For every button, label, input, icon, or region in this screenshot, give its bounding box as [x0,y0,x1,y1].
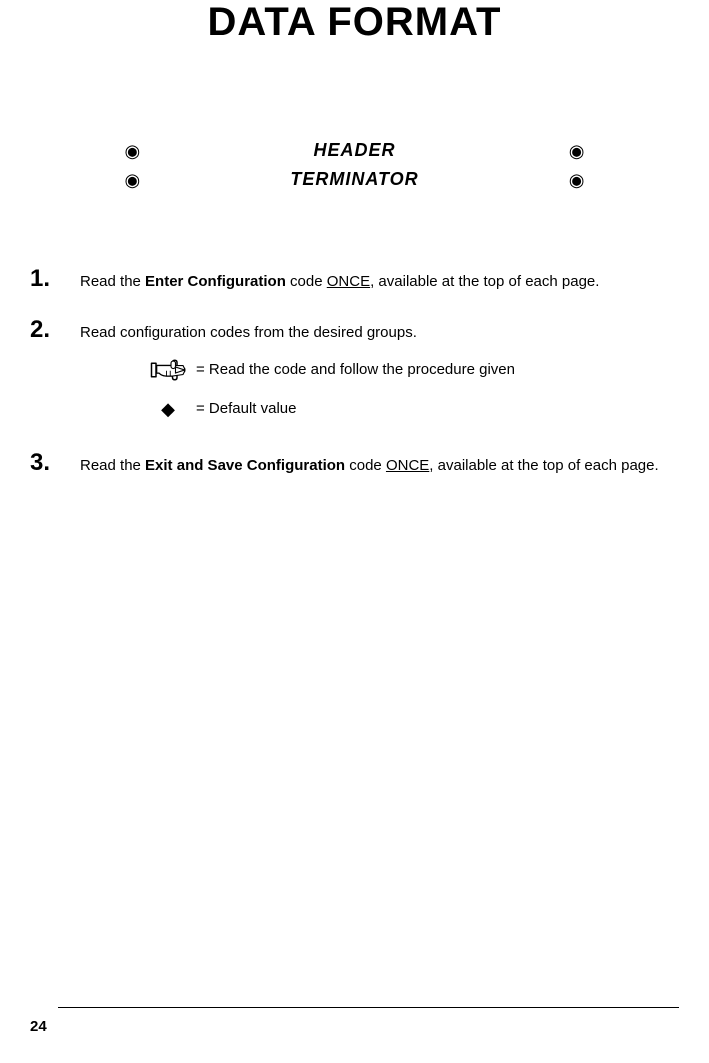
step-body: Read the Enter Configuration code ONCE, … [80,265,679,294]
step-body: Read configuration codes from the desire… [80,316,679,438]
footer-rule [58,1007,679,1008]
step-2: 2. Read configuration codes from the des… [30,316,679,438]
legend: = Read the code and follow the procedure… [140,358,679,423]
page-number: 24 [30,1018,47,1035]
bullet-icon: ◉ [125,171,141,189]
section-label-header: HEADER [140,140,569,161]
step-text: Read the [80,273,145,290]
step-bold: Enter Configuration [145,273,286,290]
step-1: 1. Read the Enter Configuration code ONC… [30,265,679,294]
step-text: code [286,273,327,290]
step-3: 3. Read the Exit and Save Configuration … [30,449,679,478]
step-underline: ONCE [327,273,370,290]
step-underline: ONCE [386,457,429,474]
bullet-icon: ◉ [569,142,585,160]
step-number: 3. [30,449,80,477]
step-text: Read the [80,457,145,474]
step-bold: Exit and Save Configuration [145,457,345,474]
step-number: 2. [30,316,80,344]
legend-diamond-text: = Default value [196,398,296,421]
step-number: 1. [30,265,80,293]
diamond-icon: ◆ [140,396,196,423]
legend-hand-text: = Read the code and follow the procedure… [196,359,515,382]
section-label-terminator: TERMINATOR [140,169,569,190]
bullet-icon: ◉ [569,171,585,189]
step-text: , available at the top of each page. [370,273,599,290]
steps-list: 1. Read the Enter Configuration code ONC… [30,265,679,478]
step-text: , available at the top of each page. [429,457,658,474]
section-links: ◉ HEADER ◉ ◉ TERMINATOR ◉ [30,140,679,190]
pointing-hand-icon [140,358,196,382]
legend-row-hand: = Read the code and follow the procedure… [140,358,679,382]
section-row-header: ◉ HEADER ◉ [125,140,585,161]
step-text: code [345,457,386,474]
page-title: DATA FORMAT [30,0,679,45]
bullet-icon: ◉ [125,142,141,160]
section-row-terminator: ◉ TERMINATOR ◉ [125,169,585,190]
legend-row-diamond: ◆ = Default value [140,396,679,423]
step-body: Read the Exit and Save Configuration cod… [80,449,679,478]
step-text: Read configuration codes from the desire… [80,324,417,341]
